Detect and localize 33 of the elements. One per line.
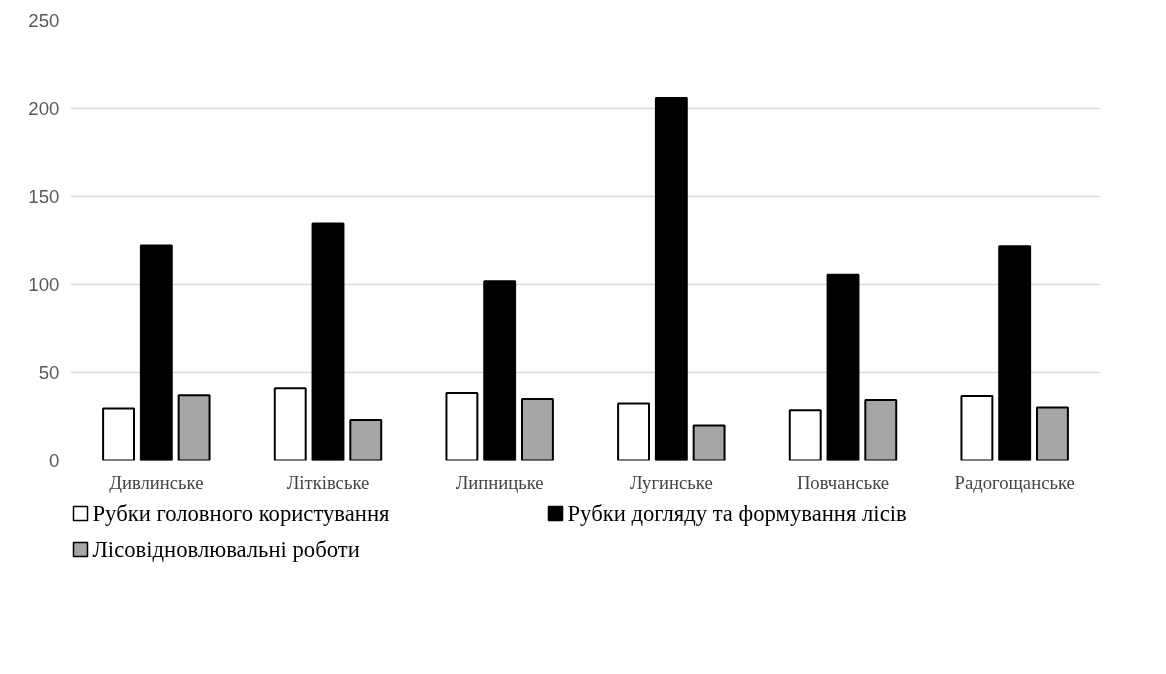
bar <box>998 245 1032 461</box>
y-tick-label: 100 <box>28 274 60 295</box>
bar <box>483 280 517 461</box>
bar <box>1035 406 1069 461</box>
y-tick-label: 200 <box>28 98 60 119</box>
bar <box>177 394 211 461</box>
bar <box>102 407 136 461</box>
x-tick-label: Повчанське <box>796 471 890 493</box>
bar <box>826 273 860 461</box>
x-tick-label: Літківське <box>286 471 370 493</box>
x-tick-label: Липницьке <box>455 471 544 493</box>
bar <box>617 402 651 461</box>
bar <box>960 394 994 461</box>
bar <box>311 222 345 461</box>
y-tick-label: 150 <box>28 186 60 207</box>
x-tick-label: Лугинське <box>629 471 713 493</box>
x-tick-label: Дивлинське <box>109 471 204 493</box>
x-tick-label: Радогощанське <box>954 471 1075 493</box>
legend-label: Рубки догляду та формування лісів <box>567 501 907 526</box>
bar <box>349 419 383 461</box>
legend-label: Лісовідновлювальні роботи <box>92 537 360 562</box>
bar <box>788 409 822 461</box>
bar <box>445 392 479 461</box>
bar <box>864 398 898 461</box>
y-tick-label: 0 <box>49 450 60 471</box>
bar <box>273 387 307 461</box>
bar <box>692 424 726 461</box>
y-tick-label: 250 <box>28 10 60 31</box>
bar <box>139 244 173 461</box>
y-tick-label: 50 <box>38 362 60 383</box>
legend-label: Рубки головного користування <box>92 501 391 526</box>
bar <box>520 397 554 461</box>
bar <box>654 96 688 461</box>
